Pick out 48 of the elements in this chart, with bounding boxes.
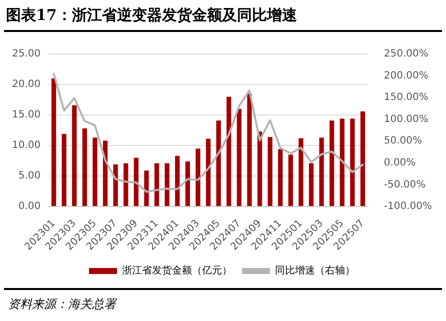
y-tick-label: 5.00 [18, 170, 41, 182]
bar [175, 156, 180, 206]
bar [236, 108, 242, 206]
bar [82, 128, 87, 206]
legend-label: 同比增速（右轴） [275, 264, 355, 277]
bar [340, 118, 344, 206]
y-tick-label: 0.00 [18, 201, 41, 212]
bar [308, 163, 314, 206]
bar [216, 120, 221, 206]
y2-tick-label: 150.00% [384, 92, 428, 104]
bar [278, 149, 283, 206]
y2-tick-label: 200.00% [384, 70, 428, 82]
bar [124, 163, 128, 206]
bar [206, 138, 211, 206]
y2-tick-label: -100.00% [384, 201, 432, 212]
bar [319, 138, 324, 206]
bar [268, 136, 272, 206]
bar [196, 148, 200, 206]
y2-tick-label: 50.00% [384, 136, 422, 147]
y2-tick-label: 100.00% [384, 114, 428, 125]
y2-tick-label: -50.00% [384, 179, 426, 190]
bar [154, 163, 160, 206]
y2-tick-label: 250.00% [384, 48, 428, 60]
bar [350, 118, 355, 206]
chart-title: 图表17：浙江省逆变器发货金额及同比增速 [6, 6, 297, 25]
bar [360, 111, 366, 206]
bar [92, 138, 98, 206]
bar [51, 78, 56, 206]
y-tick-label: 25.00 [12, 48, 41, 60]
bar [247, 94, 252, 206]
bar [72, 105, 77, 206]
y-tick-label: 15.00 [12, 110, 41, 121]
bar [330, 120, 334, 206]
bar [113, 164, 118, 206]
bar [288, 154, 293, 206]
y2-tick-label: 0.00% [384, 158, 416, 169]
bar [134, 158, 138, 206]
bar [144, 170, 149, 206]
bar [226, 96, 232, 206]
legend-label: 浙江省发货金额（亿元） [122, 264, 232, 277]
bar [62, 134, 66, 206]
bar [298, 138, 304, 206]
y-tick-label: 20.00 [12, 79, 41, 90]
bar [185, 161, 190, 206]
text: 资料来源：海关总署 [8, 296, 116, 313]
bar [164, 163, 170, 206]
y-tick-label: 10.00 [12, 140, 41, 152]
bar [257, 131, 262, 206]
